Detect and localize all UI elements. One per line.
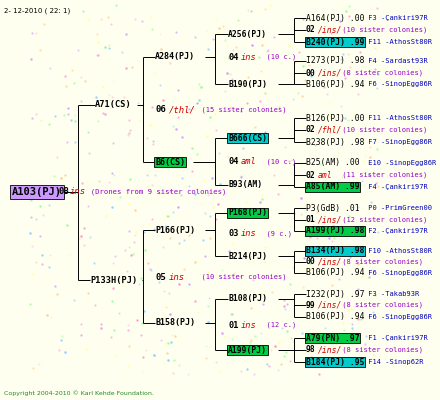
Text: F6 -SinopEgg86R: F6 -SinopEgg86R: [364, 314, 432, 320]
Text: P168(PJ): P168(PJ): [228, 208, 267, 218]
Text: B106(PJ) .94: B106(PJ) .94: [306, 312, 364, 322]
Text: F6 -SinopEgg86R: F6 -SinopEgg86R: [364, 81, 432, 87]
Text: /fhl/: /fhl/: [318, 126, 342, 134]
Text: /ins/: /ins/: [318, 68, 342, 78]
Text: (10 sister colonies): (10 sister colonies): [338, 127, 427, 133]
Text: (10 c.): (10 c.): [258, 159, 296, 165]
Text: ins: ins: [241, 52, 257, 62]
Text: F11 -AthosSt80R: F11 -AthosSt80R: [364, 39, 432, 45]
Text: (8 sister colonies): (8 sister colonies): [338, 70, 423, 76]
Text: B240(PJ) .99: B240(PJ) .99: [306, 38, 364, 46]
Text: (11 sister colonies): (11 sister colonies): [338, 172, 427, 178]
Text: A199(PJ) .98: A199(PJ) .98: [306, 226, 364, 236]
Text: I232(PJ) .97: I232(PJ) .97: [306, 290, 364, 298]
Text: 01: 01: [306, 216, 316, 224]
Text: B106(PJ) .94: B106(PJ) .94: [306, 80, 364, 88]
Text: 04: 04: [228, 158, 238, 166]
Text: ins: ins: [169, 272, 185, 282]
Text: P3(GdB) .01: P3(GdB) .01: [306, 204, 359, 212]
Text: A103(PJ): A103(PJ): [12, 187, 62, 197]
Text: /ins/: /ins/: [318, 258, 342, 266]
Text: 00: 00: [306, 258, 316, 266]
Text: F2 -Çankiri97R: F2 -Çankiri97R: [364, 228, 428, 234]
Text: (8 sister colonies): (8 sister colonies): [338, 259, 423, 265]
Text: (Drones from 9 sister colonies): (Drones from 9 sister colonies): [82, 189, 226, 195]
Text: (8 sister colonies): (8 sister colonies): [338, 302, 423, 308]
Text: P133H(PJ): P133H(PJ): [90, 276, 137, 284]
Text: B134(PJ) .98: B134(PJ) .98: [306, 246, 364, 256]
Text: 2- 12-2010 ( 22: 1): 2- 12-2010 ( 22: 1): [4, 8, 70, 14]
Text: 00: 00: [306, 68, 316, 78]
Text: E10 -SinopEgg86R: E10 -SinopEgg86R: [364, 160, 436, 166]
Text: (15 sister colonies): (15 sister colonies): [193, 107, 286, 113]
Text: B238(PJ) .98: B238(PJ) .98: [306, 138, 364, 146]
Text: (10 c.): (10 c.): [258, 54, 296, 60]
Text: A85(AM) .99: A85(AM) .99: [306, 182, 359, 192]
Text: (9 c.): (9 c.): [258, 231, 292, 237]
Text: 06: 06: [155, 106, 166, 114]
Text: A71(CS): A71(CS): [95, 100, 132, 110]
Text: F7 -SinopEgg86R: F7 -SinopEgg86R: [364, 139, 432, 145]
Text: ins: ins: [241, 230, 257, 238]
Text: A256(PJ): A256(PJ): [228, 30, 267, 38]
Text: (12 sister colonies): (12 sister colonies): [338, 217, 427, 223]
Text: (10 sister colonies): (10 sister colonies): [338, 27, 427, 33]
Text: /ins/: /ins/: [318, 26, 342, 34]
Text: Copyright 2004-2010 © Karl Kehde Foundation.: Copyright 2004-2010 © Karl Kehde Foundat…: [4, 390, 154, 396]
Text: (8 sister colonies): (8 sister colonies): [338, 347, 423, 353]
Text: B158(PJ): B158(PJ): [155, 318, 195, 328]
Text: (10 sister colonies): (10 sister colonies): [193, 274, 286, 280]
Text: F10 -AthosSt80R: F10 -AthosSt80R: [364, 248, 432, 254]
Text: B214(PJ): B214(PJ): [228, 252, 267, 260]
Text: 02: 02: [306, 170, 316, 180]
Text: /thl/: /thl/: [169, 106, 196, 114]
Text: F6 -SinopEgg86R: F6 -SinopEgg86R: [364, 270, 432, 276]
Text: 98: 98: [306, 346, 316, 354]
Text: I273(PJ) .98: I273(PJ) .98: [306, 56, 364, 66]
Text: 08: 08: [58, 188, 69, 196]
Text: B108(PJ): B108(PJ): [228, 294, 267, 304]
Text: B93(AM): B93(AM): [228, 180, 262, 190]
Text: A284(PJ): A284(PJ): [155, 52, 195, 62]
Text: /ins/: /ins/: [318, 216, 342, 224]
Text: B190(PJ): B190(PJ): [228, 80, 267, 88]
Text: 02: 02: [306, 26, 316, 34]
Text: ins: ins: [241, 320, 257, 330]
Text: A199(PJ): A199(PJ): [228, 346, 267, 354]
Text: B6(CS): B6(CS): [155, 158, 185, 166]
Text: B106(PJ) .94: B106(PJ) .94: [306, 268, 364, 278]
Text: F11 -AthosSt80R: F11 -AthosSt80R: [364, 115, 432, 121]
Text: /ins/: /ins/: [318, 346, 342, 354]
Text: F4 -Çankiri97R: F4 -Çankiri97R: [364, 184, 428, 190]
Text: 03: 03: [228, 230, 238, 238]
Text: 04: 04: [228, 52, 238, 62]
Text: B184(PJ) .95: B184(PJ) .95: [306, 358, 364, 366]
Text: P0 -PrimGreen00: P0 -PrimGreen00: [364, 205, 432, 211]
Text: A79(PN) .97: A79(PN) .97: [306, 334, 359, 342]
Text: 05: 05: [155, 272, 166, 282]
Text: 99: 99: [306, 300, 316, 310]
Text: F3 -Takab93R: F3 -Takab93R: [364, 291, 419, 297]
Text: B126(PJ) .00: B126(PJ) .00: [306, 114, 364, 122]
Text: F4 -Sardast93R: F4 -Sardast93R: [364, 58, 428, 64]
Text: (12 c.): (12 c.): [258, 322, 296, 328]
Text: A164(PJ) .00: A164(PJ) .00: [306, 14, 364, 22]
Text: 02: 02: [306, 126, 316, 134]
Text: F1 -Çankiri97R: F1 -Çankiri97R: [364, 335, 428, 341]
Text: F3 -Çankiri97R: F3 -Çankiri97R: [364, 15, 428, 21]
Text: P166(PJ): P166(PJ): [155, 226, 195, 234]
Text: F14 -Sinop62R: F14 -Sinop62R: [364, 359, 423, 365]
Text: 01: 01: [228, 320, 238, 330]
Text: aml: aml: [318, 170, 333, 180]
Text: B25(AM) .00: B25(AM) .00: [306, 158, 359, 168]
Text: ins: ins: [70, 188, 86, 196]
Text: B666(CS): B666(CS): [228, 134, 267, 142]
Text: /ins/: /ins/: [318, 300, 342, 310]
Text: aml: aml: [241, 158, 257, 166]
